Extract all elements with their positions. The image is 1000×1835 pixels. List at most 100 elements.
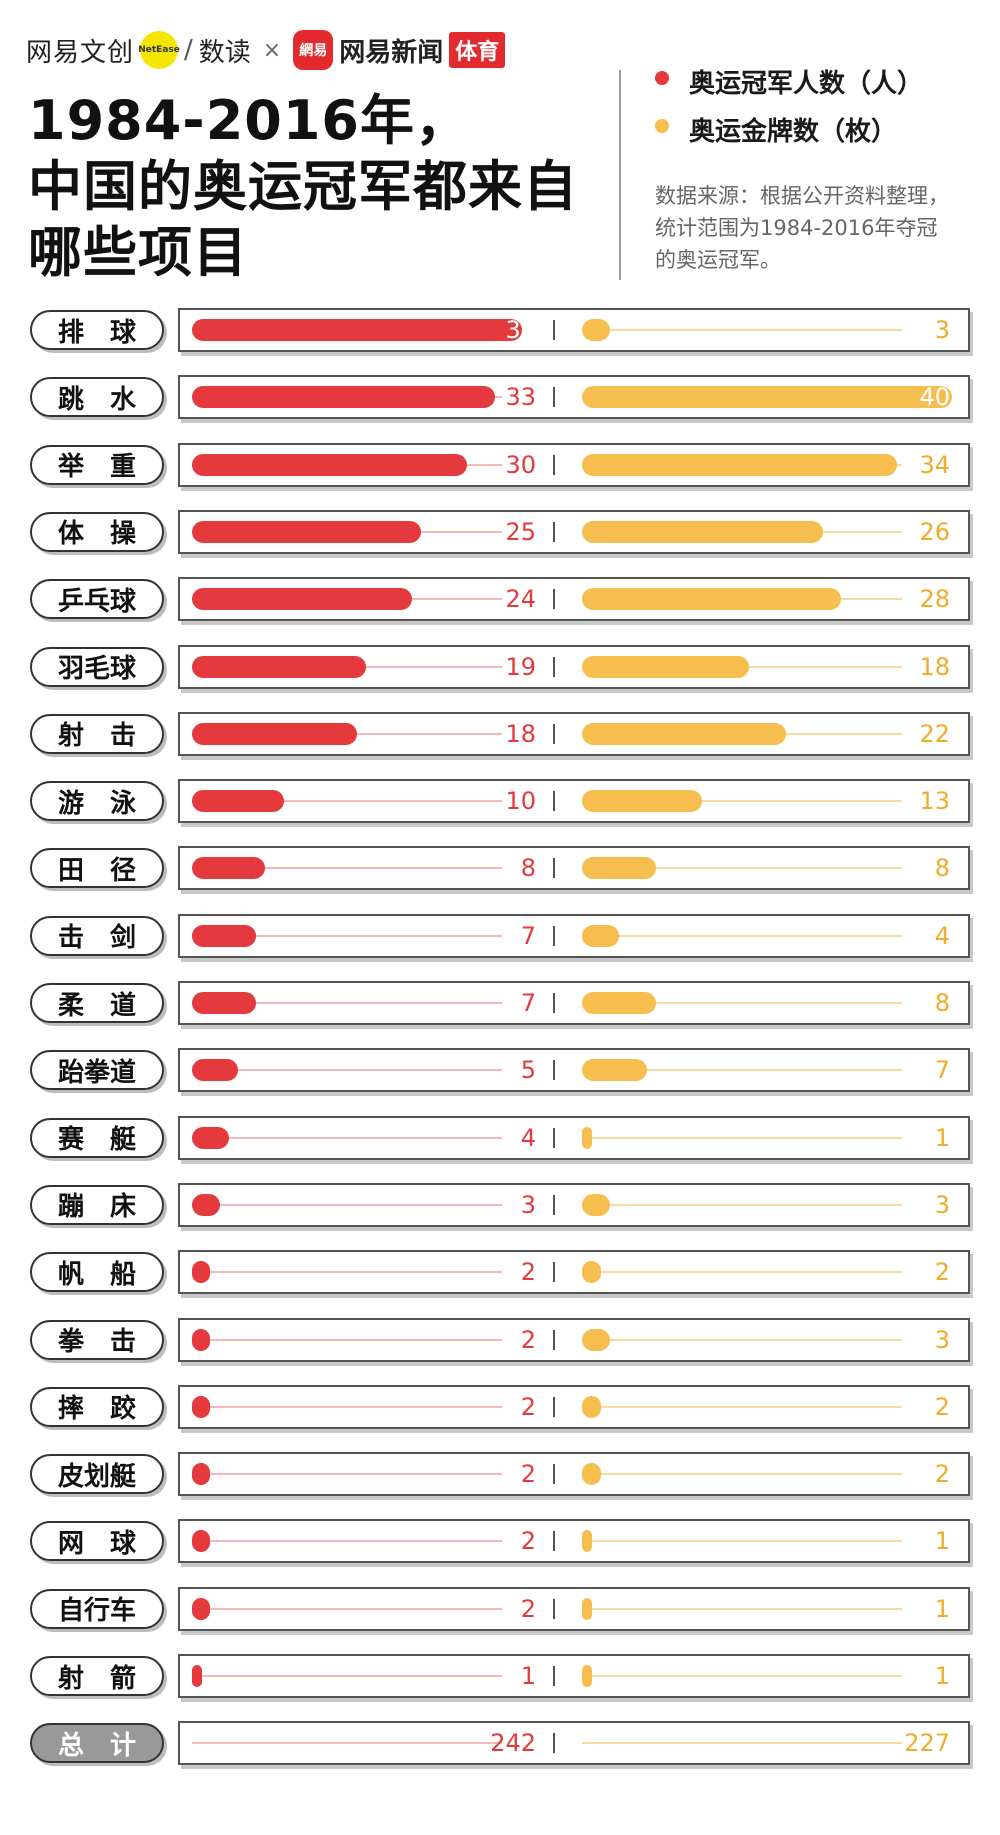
golds-value-label: 3 xyxy=(934,1190,950,1219)
champions-bar xyxy=(192,1530,211,1553)
champions-value-label: 25 xyxy=(505,517,536,546)
golds-track-line xyxy=(582,934,902,937)
champions-bar xyxy=(192,655,367,678)
golds-bar xyxy=(582,1059,647,1082)
source-line-2: 统计范围为1984-2016年夺冠 xyxy=(655,216,938,240)
champions-value-label: 19 xyxy=(505,652,536,681)
sport-row: 跆拳道 5 7 xyxy=(0,1048,1000,1094)
golds-bar xyxy=(582,319,610,341)
champions-value-label: 2 xyxy=(520,1594,536,1623)
golds-track-line xyxy=(582,1742,902,1745)
champions-bar xyxy=(192,1597,211,1620)
champions-bar xyxy=(192,1193,220,1216)
sport-label: 乒乓球 xyxy=(30,579,164,620)
total-row: 总 计 242 227 xyxy=(0,1721,1000,1767)
golds-bar xyxy=(582,790,703,813)
bar-frame: 25 26 xyxy=(178,509,970,554)
series-divider xyxy=(553,1194,555,1215)
sport-row: 射 击 18 22 xyxy=(0,711,1000,758)
golds-value-label: 3 xyxy=(934,316,950,344)
sport-label: 田 径 xyxy=(30,848,164,889)
sport-row: 皮划艇 2 2 xyxy=(0,1452,1000,1498)
legend-label-golds: 奥运金牌数（枚） xyxy=(689,117,898,147)
champions-bar xyxy=(192,924,257,947)
sport-row: 举 重 30 34 xyxy=(0,442,1000,489)
title-line-3: 哪些项目 xyxy=(28,221,248,284)
title-line-1: 1984-2016年， xyxy=(28,89,470,152)
brand-slash: / xyxy=(184,35,193,65)
champions-bar xyxy=(192,588,412,611)
golds-track-line xyxy=(582,1136,902,1139)
golds-bar xyxy=(582,1665,592,1687)
bar-frame: 33 40 xyxy=(178,375,970,420)
champions-bar xyxy=(192,386,495,409)
sport-label: 射 击 xyxy=(30,713,164,754)
golds-value-label: 18 xyxy=(919,652,950,681)
netease-logo-icon: NetEase xyxy=(138,31,180,69)
golds-value-label: 1 xyxy=(934,1527,950,1556)
champions-bar xyxy=(192,1395,211,1418)
champions-track-line xyxy=(192,1607,502,1610)
champions-track-line xyxy=(192,1742,502,1745)
champions-value-label: 7 xyxy=(520,921,536,950)
sport-label: 击 剑 xyxy=(30,915,164,956)
sport-row: 击 剑 7 4 xyxy=(0,913,1000,960)
series-divider xyxy=(553,791,555,812)
bar-frame: 18 22 xyxy=(178,711,970,756)
champions-bar xyxy=(192,1463,211,1486)
golds-bar xyxy=(582,1530,592,1553)
sport-label: 柔 道 xyxy=(30,983,164,1023)
champions-value-label: 18 xyxy=(505,719,536,748)
champions-value-label: 2 xyxy=(520,1460,536,1489)
sport-label: 摔 跤 xyxy=(30,1386,164,1427)
golds-track-line xyxy=(582,1473,902,1476)
bar-frame: 19 18 xyxy=(178,644,970,689)
legend-dot-red xyxy=(655,71,669,85)
series-divider xyxy=(553,320,555,340)
champions-track-line xyxy=(192,1473,502,1476)
sport-row: 自行车 2 1 xyxy=(0,1586,1000,1633)
champions-track-line xyxy=(192,1136,502,1139)
champions-value-label: 5 xyxy=(520,1056,536,1085)
champions-bar xyxy=(192,1261,211,1284)
champions-value-label: 2 xyxy=(520,1527,536,1556)
golds-value-label: 28 xyxy=(919,585,950,614)
sport-label: 举 重 xyxy=(30,444,164,485)
series-divider xyxy=(553,656,555,677)
golds-track-line xyxy=(582,1338,902,1341)
netease-news-logo-icon: 網易 xyxy=(293,30,334,70)
sport-label: 赛 艇 xyxy=(30,1117,164,1158)
series-divider xyxy=(553,993,555,1013)
golds-bar xyxy=(582,924,619,947)
golds-bar xyxy=(582,1597,592,1620)
series-divider xyxy=(553,589,555,610)
champions-value-label: 3 xyxy=(520,1190,536,1219)
champions-bar xyxy=(192,1126,229,1149)
champions-bar xyxy=(192,1059,238,1082)
golds-value-label: 26 xyxy=(919,517,950,546)
sport-label: 排 球 xyxy=(30,310,164,350)
champions-track-line xyxy=(192,867,502,870)
golds-track-line xyxy=(582,800,902,803)
champions-bar xyxy=(192,722,357,745)
golds-value-label: 1 xyxy=(934,1662,950,1690)
champions-bar xyxy=(192,857,266,880)
champions-track-line xyxy=(192,1069,502,1072)
golds-value-label: 8 xyxy=(934,989,950,1017)
series-divider xyxy=(553,1598,555,1619)
champions-value-label: 8 xyxy=(520,854,536,883)
series-divider xyxy=(553,723,555,744)
golds-value-label: 34 xyxy=(919,450,950,479)
golds-value-label: 4 xyxy=(934,921,950,950)
series-divider xyxy=(553,454,555,475)
